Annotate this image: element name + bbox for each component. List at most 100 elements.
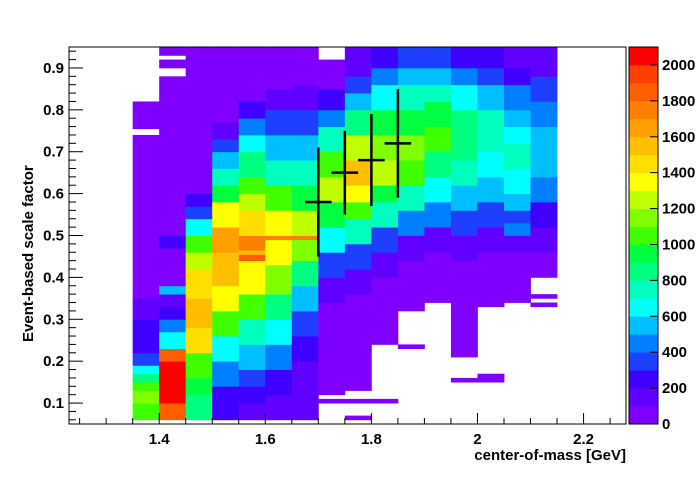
color-scale-swatch — [629, 262, 658, 281]
heatmap-cell — [265, 239, 293, 266]
heatmap-cell — [212, 201, 240, 228]
heatmap-cell — [265, 369, 293, 396]
heatmap-cell — [450, 84, 478, 111]
heatmap-cell — [238, 294, 266, 320]
heatmap-cell — [371, 84, 399, 111]
heatmap-cell — [291, 84, 319, 111]
heatmap-cell — [132, 373, 160, 383]
heatmap-cell — [477, 109, 505, 127]
heatmap-cell — [450, 323, 478, 349]
heatmap-cell — [132, 319, 160, 354]
heatmap-cell — [503, 47, 531, 69]
heatmap-cell — [185, 206, 213, 220]
heatmap-cell — [291, 235, 319, 241]
heatmap-cell — [159, 361, 187, 370]
heatmap-cell — [318, 201, 346, 228]
heatmap-cell — [503, 235, 531, 253]
heatmap-cell — [397, 84, 425, 111]
color-scale-tick-label: 1000 — [662, 236, 695, 253]
heatmap-cell — [185, 327, 213, 354]
heatmap-cell — [159, 306, 187, 320]
heatmap-cell — [371, 47, 399, 69]
heatmap-cell — [212, 47, 240, 123]
heatmap-cell — [185, 298, 213, 329]
heatmap-cell — [185, 352, 213, 379]
heatmap-cell — [530, 294, 558, 299]
color-scale-tick-label: 600 — [662, 308, 687, 325]
color-scale-swatch — [629, 208, 658, 227]
heatmap-cell — [132, 365, 160, 375]
x-tick-label: 1.8 — [361, 431, 382, 448]
heatmap-cell — [424, 151, 452, 178]
heatmap-cell — [371, 306, 399, 345]
heatmap-cell — [212, 252, 240, 287]
heatmap-cell — [212, 285, 240, 312]
heatmap-cell — [424, 201, 452, 228]
heatmap-cell — [371, 252, 399, 278]
color-scale-swatch — [629, 316, 658, 335]
heatmap-cell — [530, 47, 558, 77]
color-scale-swatch — [629, 226, 658, 245]
heatmap-cell — [397, 47, 425, 69]
heatmap-cell — [291, 47, 319, 86]
color-scale: 0 200 400 600 800 1000 1200 1400 1600 1800 2000 — [628, 46, 695, 433]
heatmap-cell — [265, 344, 293, 370]
heatmap-cell — [344, 269, 372, 295]
heatmap-cell — [371, 134, 399, 161]
heatmap-cell — [344, 294, 372, 329]
heatmap-cell — [132, 382, 160, 391]
x-tick-label: 1.6 — [255, 431, 276, 448]
heatmap-cell — [344, 134, 372, 161]
heatmap-cell — [503, 210, 531, 224]
heatmap-cell — [344, 109, 372, 136]
heatmap-cell — [318, 398, 346, 404]
heatmap-cell — [291, 109, 319, 136]
color-scale-tick-label: 2000 — [662, 57, 695, 74]
heatmap-cell — [185, 193, 213, 207]
heatmap-cell — [185, 235, 213, 253]
y-tick-label: 0.5 — [43, 228, 64, 245]
heatmap-cell — [344, 47, 372, 77]
heatmap-cell — [318, 176, 346, 203]
heatmap-cell — [477, 67, 505, 86]
color-scale-swatch — [629, 64, 658, 84]
y-axis-label: Event-based scale factor — [20, 165, 37, 342]
heatmap-cell — [477, 84, 505, 111]
heatmap-cell — [291, 210, 319, 236]
x-tick-label: 1.4 — [149, 431, 171, 448]
heatmap-cell — [185, 252, 213, 270]
heatmap-cell — [238, 369, 266, 387]
heatmap-cell — [477, 47, 505, 69]
heatmap-cell — [238, 319, 266, 345]
heatmap-cell — [238, 250, 266, 255]
heatmap-cell — [530, 302, 558, 308]
heatmap-cell — [238, 134, 266, 153]
heatmap-cell — [424, 227, 452, 253]
heatmap-cell — [132, 298, 160, 320]
heatmap-cell — [344, 398, 372, 404]
heatmap-cell — [344, 327, 372, 391]
heatmap-cell — [318, 252, 346, 278]
heatmap-cell — [397, 235, 425, 262]
heatmap-cell — [344, 201, 372, 220]
heatmap-cell — [185, 47, 213, 178]
heatmap-cell — [291, 361, 319, 387]
heatmap-cell — [238, 101, 266, 119]
heatmap-cell — [291, 185, 319, 211]
heatmap-cell — [238, 210, 266, 236]
heatmap-cell — [450, 109, 478, 136]
color-scale-swatch — [629, 118, 658, 138]
color-scale-tick-label: 200 — [662, 380, 687, 397]
heatmap-cells — [132, 47, 558, 421]
heatmap-cell — [265, 88, 293, 111]
heatmap-cell — [265, 47, 293, 90]
heatmap-cell — [212, 386, 240, 404]
heatmap-cell — [159, 403, 187, 421]
data-points — [305, 88, 412, 257]
heatmap-cell — [450, 160, 478, 186]
heatmap-cell — [132, 403, 160, 421]
heatmap-cell — [185, 218, 213, 236]
heatmap-cell — [450, 185, 478, 211]
heatmap-cell — [371, 398, 399, 404]
color-scale-tick-label: 400 — [662, 344, 687, 361]
